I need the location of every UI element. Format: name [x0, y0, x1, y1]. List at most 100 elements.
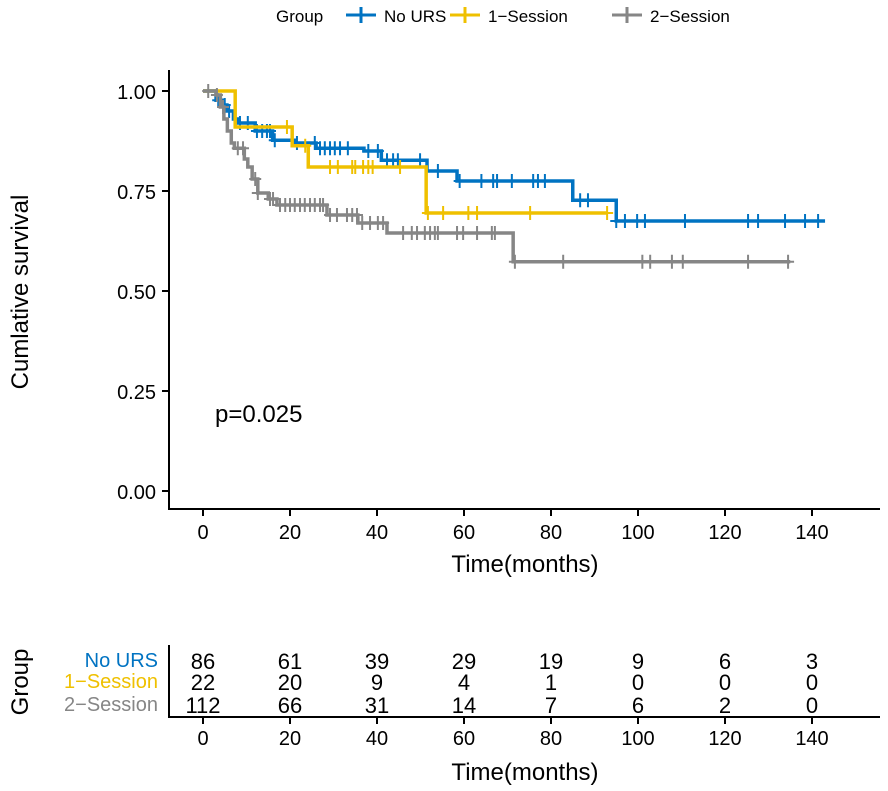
survival-curves [202, 84, 826, 269]
risk-count: 2 [719, 693, 731, 718]
censor-mark [644, 254, 657, 269]
censor-mark [638, 214, 651, 228]
survival-curve-0 [203, 89, 826, 223]
legend: Group No URS 1−Session 2−Session [276, 7, 730, 26]
censor-mark [394, 160, 407, 174]
censor-mark [299, 138, 312, 153]
y-tick-label: 0.50 [117, 282, 156, 304]
risk-count: 14 [452, 693, 476, 718]
x-tick-label: 60 [453, 522, 475, 544]
censor-mark [217, 100, 230, 114]
censor-mark [799, 214, 812, 228]
risk-count: 66 [278, 693, 302, 718]
risk-x-tick-label: 140 [795, 728, 828, 750]
risk-count: 6 [719, 649, 731, 674]
risk-count: 20 [278, 670, 302, 695]
censor-mark [508, 254, 521, 269]
risk-x-tick-label: 120 [708, 728, 741, 750]
risk-row-label: No URS [85, 650, 158, 672]
censor-mark [471, 226, 484, 240]
censor-mark [457, 226, 470, 240]
censor-mark [202, 84, 215, 98]
censor-mark [437, 206, 450, 220]
censor-mark [742, 254, 755, 269]
censor-mark [557, 254, 570, 269]
risk-count: 22 [191, 670, 215, 695]
censor-mark [524, 206, 537, 220]
p-value-annotation: p=0.025 [215, 401, 302, 428]
risk-count: 6 [632, 693, 644, 718]
risk-count: 39 [365, 649, 389, 674]
risk-x-tick-label: 80 [540, 728, 562, 750]
censor-mark [268, 133, 281, 148]
censor-mark [421, 206, 434, 220]
risk-count: 0 [632, 670, 644, 695]
censor-mark [431, 226, 444, 240]
risk-count: 31 [365, 693, 389, 718]
censor-mark [779, 214, 792, 228]
risk-count: 0 [806, 693, 818, 718]
x-tick-label: 20 [279, 522, 301, 544]
censor-mark [581, 193, 594, 208]
censor-mark [453, 174, 466, 188]
y-tick-label: 0.25 [117, 382, 156, 404]
censor-mark [752, 214, 765, 228]
censor-mark [665, 254, 678, 269]
censor-mark [350, 208, 363, 222]
x-axis-title: Time(months) [451, 551, 598, 578]
censor-mark [237, 141, 250, 156]
risk-count: 9 [632, 649, 644, 674]
censor-mark [538, 174, 551, 188]
censor-mark [341, 141, 354, 156]
risk-x-tick-label: 100 [621, 728, 654, 750]
censor-mark [618, 214, 631, 228]
censor-mark [812, 214, 825, 228]
censor-mark [251, 186, 264, 200]
legend-label: No URS [384, 7, 446, 26]
risk-x-axis-title: Time(months) [451, 759, 598, 786]
censor-mark [366, 160, 379, 174]
risk-count: 4 [458, 670, 470, 695]
y-tick-label: 0.75 [117, 182, 156, 204]
censor-mark [371, 144, 384, 158]
legend-title: Group [276, 7, 323, 26]
risk-x-tick-label: 40 [366, 728, 388, 750]
censor-mark [742, 214, 755, 228]
risk-count: 19 [539, 649, 563, 674]
legend-label: 1−Session [488, 7, 568, 26]
risk-row-label: 1−Session [64, 671, 158, 693]
risk-row-label: 2−Session [64, 694, 158, 716]
legend-key-0 [346, 7, 376, 23]
censor-mark [210, 88, 223, 102]
censor-mark [280, 120, 293, 134]
censor-mark [414, 153, 427, 168]
risk-count: 29 [452, 649, 476, 674]
censor-mark [391, 153, 404, 168]
risk-count: 112 [185, 693, 220, 718]
x-tick-label: 100 [621, 522, 654, 544]
censor-mark [475, 174, 488, 188]
censor-mark [249, 172, 262, 186]
censor-mark [488, 226, 501, 240]
censor-mark [678, 214, 691, 228]
censor-mark [267, 192, 280, 206]
censor-mark [431, 164, 444, 178]
x-tick-label: 140 [795, 522, 828, 544]
y-axis-title: Cumlative survival [7, 195, 34, 390]
x-tick-label: 40 [366, 522, 388, 544]
risk-count: 61 [278, 649, 302, 674]
risk-x-tick-label: 0 [197, 728, 208, 750]
censor-mark [377, 216, 390, 230]
risk-count: 0 [719, 670, 731, 695]
censor-mark [471, 206, 484, 220]
risk-count: 1 [545, 670, 557, 695]
censor-mark [676, 254, 689, 269]
y-tick-label: 1.00 [117, 82, 156, 104]
risk-count: 0 [806, 670, 818, 695]
x-tick-label: 80 [540, 522, 562, 544]
x-tick-label: 0 [197, 522, 208, 544]
x-tick-label: 120 [708, 522, 741, 544]
risk-x-tick-label: 20 [279, 728, 301, 750]
risk-count: 86 [191, 649, 215, 674]
